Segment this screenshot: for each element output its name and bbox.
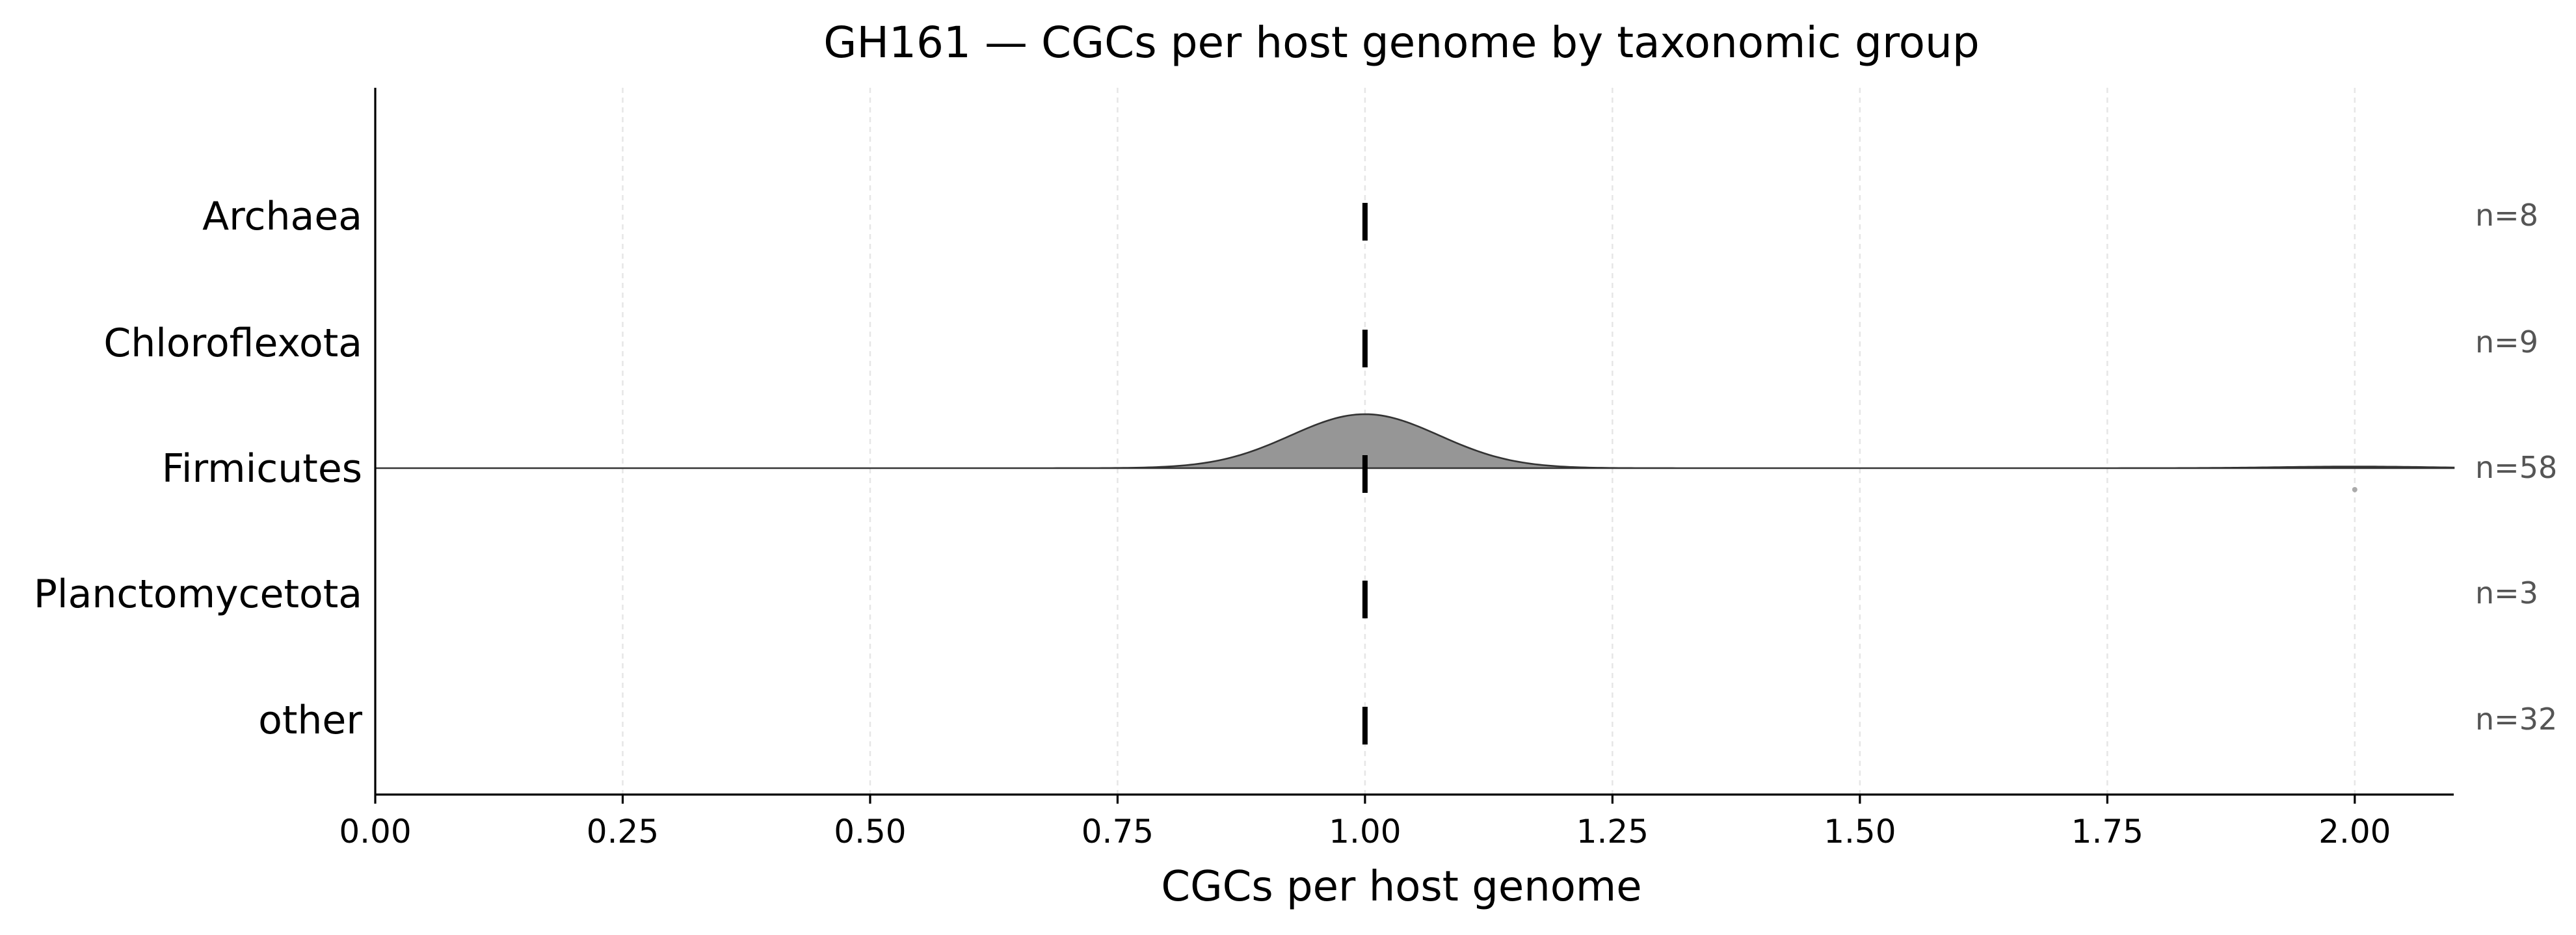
x-tick-label: 1.50 bbox=[1824, 813, 1896, 850]
group-label: Archaea bbox=[202, 194, 362, 239]
group-n-label: n=32 bbox=[2475, 702, 2557, 737]
outlier-points bbox=[2352, 487, 2357, 492]
x-tick-label: 0.00 bbox=[339, 813, 411, 850]
x-tick-label: 1.75 bbox=[2071, 813, 2144, 850]
group-n-label: n=8 bbox=[2475, 198, 2538, 233]
sample-size-labels: n=8 n=9 n=58 n=3 n=32 bbox=[2475, 198, 2557, 737]
grid-lines bbox=[622, 88, 2356, 795]
group-n-label: n=58 bbox=[2475, 450, 2557, 485]
group-label: Planctomycetota bbox=[34, 572, 362, 617]
group-n-label: n=3 bbox=[2475, 575, 2538, 611]
density-ridges bbox=[375, 413, 2455, 469]
group-n-label: n=9 bbox=[2475, 324, 2538, 360]
group-label: other bbox=[258, 698, 362, 743]
x-tick-label: 2.00 bbox=[2318, 813, 2391, 850]
x-tick-label: 1.25 bbox=[1576, 813, 1649, 850]
y-axis-group-labels: Archaea Chloroflexota Firmicutes Planctomyc… bbox=[34, 194, 363, 743]
outlier-point bbox=[2352, 487, 2357, 492]
x-axis-ticks: 0.00 0.25 0.50 0.75 1.00 1.25 1.50 1.75 2.00 bbox=[339, 795, 2391, 850]
x-tick-label: 0.50 bbox=[834, 813, 906, 850]
group-label: Firmicutes bbox=[162, 446, 362, 492]
group-label: Chloroflexota bbox=[103, 321, 362, 366]
x-tick-label: 1.00 bbox=[1329, 813, 1401, 850]
x-tick-label: 0.25 bbox=[587, 813, 659, 850]
x-tick-label: 0.75 bbox=[1082, 813, 1154, 850]
chart-title: GH161 — CGCs per host genome by taxonomi… bbox=[823, 18, 1980, 68]
x-axis-label: CGCs per host genome bbox=[1161, 863, 1641, 911]
density-ridge bbox=[375, 413, 2455, 469]
